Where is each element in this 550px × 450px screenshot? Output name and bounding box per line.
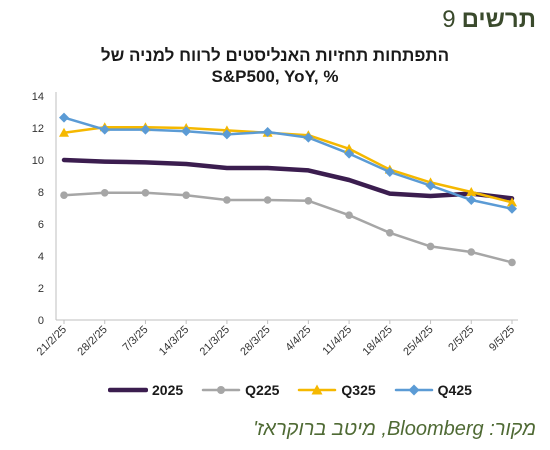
series-line-q425: [62, 116, 514, 211]
data-point-q225: [100, 189, 109, 197]
data-point-q325: [344, 143, 355, 153]
x-tick-label: 14/3/25: [157, 324, 191, 358]
data-point-q225: [386, 229, 394, 237]
figure-label-number: 9: [442, 6, 456, 33]
x-tick-label: 7/3/25: [120, 324, 150, 354]
y-tick-label: 4: [38, 251, 44, 263]
data-point-q425: [181, 126, 192, 137]
x-tick-label: 28/2/25: [75, 324, 109, 358]
legend-swatch-q425: [394, 384, 433, 396]
data-point-q225: [182, 191, 190, 199]
data-point-q225: [508, 258, 516, 267]
x-axis: 21/2/25 28/2/25 7/3/25 14/3/25 21/3/25 28/3/2…: [35, 319, 518, 358]
data-point-q425: [507, 203, 517, 214]
x-tick-label: 25/4/25: [401, 324, 435, 358]
data-point-q225: [467, 248, 476, 256]
legend-label: Q425: [437, 382, 472, 398]
y-tick-label: 12: [32, 123, 44, 135]
y-tick-label: 10: [32, 155, 44, 167]
series-lines: [61, 116, 515, 264]
x-tick-label: 28/3/25: [238, 324, 272, 358]
x-tick-label: 21/3/25: [198, 324, 232, 358]
data-point-q425: [140, 124, 151, 135]
data-point-q425: [384, 167, 395, 177]
legend-item-q225: Q225: [201, 382, 279, 398]
data-point-q425: [425, 180, 436, 191]
series-line-q225: [62, 191, 514, 264]
source-note: מקור: Bloomberg, מיטב ברוקראז': [253, 418, 536, 440]
series-line-2025: [61, 157, 515, 201]
y-axis: 0 2 4 6 8 10 12 14: [32, 91, 57, 327]
x-tick-label: 2/5/25: [446, 324, 476, 354]
data-point-q425: [466, 195, 477, 205]
chart-legend: 2025 Q225 Q325 Q425: [108, 382, 472, 398]
x-tick-label: 11/4/25: [320, 324, 354, 358]
y-tick-label: 8: [38, 187, 44, 199]
y-tick-label: 6: [38, 219, 44, 231]
y-tick-label: 14: [32, 91, 44, 103]
legend-swatch-q325: [298, 384, 337, 395]
data-point-q225: [263, 196, 272, 204]
y-tick-label: 2: [38, 283, 44, 295]
figure-label: תרשים9: [442, 6, 536, 34]
legend-item-q325: Q325: [297, 382, 376, 398]
x-tick-label: 21/2/25: [35, 324, 69, 358]
legend-item-2025: 2025: [108, 382, 183, 398]
data-point-q225: [223, 196, 231, 204]
data-point-q425: [59, 112, 69, 123]
chart-title: התפתחות תחזיות האנליסטים לרווח למניה של: [100, 46, 450, 65]
data-point-q325: [507, 197, 517, 207]
legend-label: Q325: [341, 382, 376, 398]
y-tick-label: 0: [38, 315, 44, 327]
data-point-q425: [221, 129, 232, 140]
legend-item-q425: Q425: [394, 382, 472, 398]
series-markers: [59, 112, 517, 267]
data-point-q225: [60, 191, 68, 199]
x-tick-label: 18/4/25: [361, 324, 395, 358]
data-point-q425: [262, 127, 273, 137]
data-point-q425: [99, 124, 110, 135]
x-tick-label: 4/4/25: [283, 324, 313, 354]
legend-swatch-2025: [108, 387, 148, 393]
data-point-q325: [466, 187, 477, 196]
data-point-q325: [59, 127, 69, 137]
legend-label: Q225: [245, 382, 280, 398]
data-point-q225: [426, 242, 435, 251]
figure-label-word: תרשים: [461, 6, 536, 33]
data-point-q425: [303, 132, 314, 143]
legend-label: 2025: [152, 382, 184, 398]
legend-swatch-q225: [201, 386, 241, 394]
data-point-q225: [345, 211, 353, 219]
data-point-q425: [344, 148, 355, 159]
data-point-q225: [141, 189, 150, 197]
data-point-q225: [304, 197, 313, 205]
x-tick-label: 9/5/25: [487, 324, 517, 354]
chart-subtitle: S&P500, YoY, %: [211, 67, 339, 86]
